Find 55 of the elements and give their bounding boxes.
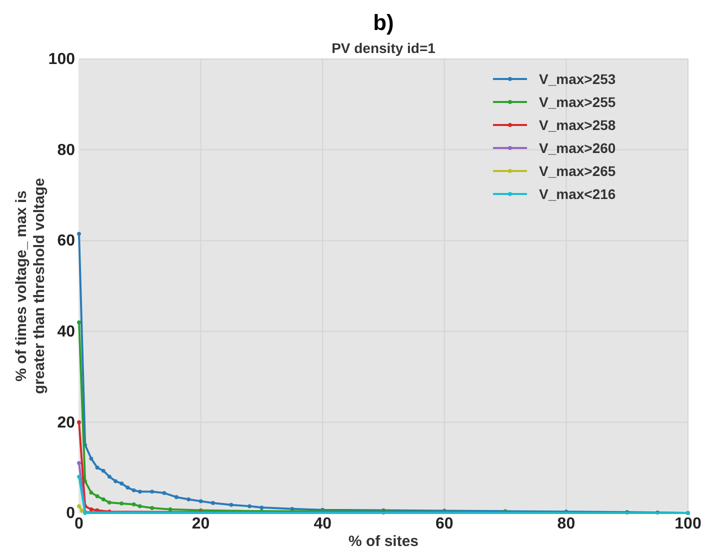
point — [211, 501, 215, 505]
y-tick-label: 80 — [57, 142, 76, 159]
point — [132, 502, 136, 506]
chart-subtitle: PV density id=1 — [332, 40, 436, 56]
point — [132, 488, 136, 492]
point — [162, 491, 166, 495]
legend-label: V_max<216 — [539, 186, 616, 202]
x-tick-label: 20 — [192, 515, 210, 532]
point — [114, 479, 118, 484]
legend-label: V_max>258 — [539, 117, 616, 133]
point — [174, 495, 178, 500]
x-tick-label: 60 — [436, 515, 454, 532]
point — [101, 497, 106, 502]
legend-label: V_max>260 — [539, 140, 616, 156]
y-tick-label: 100 — [48, 51, 76, 68]
point — [120, 502, 124, 506]
point — [150, 506, 154, 510]
legend-label: V_max>255 — [539, 94, 616, 110]
x-tick-label: 80 — [557, 515, 576, 532]
point — [229, 502, 234, 507]
y-axis-title: % of times voltage_ max is greater than threshold voltage — [13, 178, 48, 394]
point — [107, 500, 112, 505]
point — [77, 232, 81, 236]
point — [89, 507, 94, 512]
point — [248, 504, 252, 508]
point — [77, 461, 81, 466]
x-axis-title: % of sites — [348, 533, 419, 550]
point — [290, 506, 294, 511]
point — [260, 506, 264, 510]
point — [107, 474, 112, 479]
x-tick-label: 100 — [674, 515, 702, 532]
point — [77, 320, 81, 324]
point — [126, 486, 130, 490]
point — [95, 466, 100, 470]
point — [95, 494, 100, 498]
point — [89, 490, 94, 495]
point — [89, 456, 94, 460]
point — [168, 507, 172, 512]
point — [77, 504, 81, 508]
legend-label: V_max>253 — [539, 71, 616, 87]
x-tick-label: 40 — [314, 515, 332, 532]
point — [138, 504, 142, 508]
point — [77, 474, 81, 479]
point — [101, 468, 106, 473]
point — [186, 497, 191, 502]
legend-label: V_max>265 — [539, 163, 616, 179]
y-tick-label: 20 — [57, 414, 76, 432]
point — [150, 490, 154, 494]
point — [80, 508, 84, 513]
y-tick-label: 60 — [57, 232, 76, 250]
point — [120, 482, 124, 486]
chart-title: b) — [373, 10, 394, 35]
point — [138, 490, 142, 494]
point — [198, 499, 203, 504]
y-tick-label: 40 — [57, 324, 76, 341]
